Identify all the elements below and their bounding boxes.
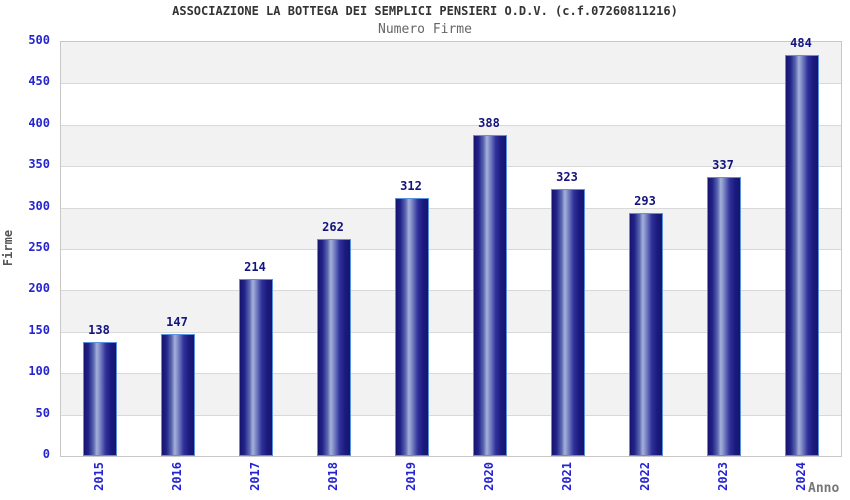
x-axis-title: Anno — [808, 481, 840, 496]
x-tick-label: 2015 — [92, 462, 106, 491]
bar — [395, 197, 429, 456]
gridline — [61, 373, 841, 375]
bar — [239, 278, 273, 456]
y-tick-label: 100 — [28, 364, 50, 379]
x-tick-label: 2024 — [794, 462, 808, 491]
gridline — [61, 207, 841, 209]
bar — [83, 341, 117, 456]
chart-subtitle: Numero Firme — [378, 22, 472, 37]
bar-value-label: 293 — [634, 194, 656, 209]
bar-value-label: 138 — [88, 322, 110, 337]
bar-value-label: 262 — [322, 220, 344, 235]
y-tick-label: 200 — [28, 281, 50, 296]
x-tick-label: 2023 — [716, 462, 730, 491]
gridline — [61, 290, 841, 292]
x-tick-label: 2022 — [638, 462, 652, 491]
bar — [707, 176, 741, 456]
bar-value-label: 337 — [712, 157, 734, 172]
bar — [317, 239, 351, 456]
gridline — [61, 331, 841, 333]
y-tick-label: 0 — [42, 447, 50, 461]
gridline — [61, 249, 841, 250]
chart-title: ASSOCIAZIONE LA BOTTEGA DEI SEMPLICI PEN… — [172, 4, 678, 18]
gridline — [61, 83, 841, 85]
x-tick-label: 2021 — [560, 462, 574, 491]
x-tick-label: 2017 — [248, 462, 262, 491]
y-tick-label: 50 — [35, 405, 50, 420]
y-tick-label: 150 — [28, 322, 50, 337]
bar — [473, 134, 507, 456]
gridline — [61, 414, 841, 416]
bar — [551, 188, 585, 456]
bar-value-label: 323 — [556, 169, 578, 184]
x-tick-label: 2020 — [482, 462, 496, 491]
bar-value-label: 484 — [790, 36, 812, 51]
plot-area — [60, 41, 842, 457]
x-tick-label: 2018 — [326, 462, 340, 491]
bar — [161, 334, 195, 456]
x-tick-label: 2019 — [404, 462, 418, 491]
y-axis-title: Firme — [1, 229, 15, 267]
grid-band — [61, 83, 841, 125]
bar-value-label: 312 — [400, 178, 422, 193]
y-tick-label: 350 — [28, 157, 50, 172]
y-tick-label: 250 — [28, 240, 50, 254]
grid-band — [61, 124, 841, 167]
bar-value-label: 388 — [478, 115, 500, 130]
bar-value-label: 214 — [244, 259, 266, 274]
y-tick-label: 400 — [28, 115, 50, 130]
bar-value-label: 147 — [166, 315, 188, 330]
y-tick-label: 300 — [28, 198, 50, 213]
x-tick-label: 2016 — [170, 462, 184, 491]
bar — [785, 55, 819, 456]
y-tick-label: 450 — [28, 74, 50, 89]
gridline — [61, 124, 841, 126]
gridline — [61, 166, 841, 168]
grid-band — [61, 42, 841, 84]
bar — [629, 213, 663, 456]
y-tick-label: 500 — [28, 33, 50, 47]
